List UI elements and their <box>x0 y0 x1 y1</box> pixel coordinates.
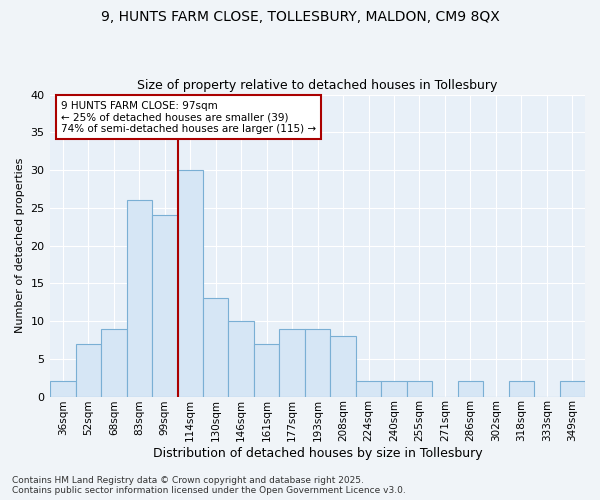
Bar <box>76 344 101 396</box>
Bar <box>203 298 229 396</box>
Bar <box>560 382 585 396</box>
Bar <box>407 382 432 396</box>
Text: Contains HM Land Registry data © Crown copyright and database right 2025.
Contai: Contains HM Land Registry data © Crown c… <box>12 476 406 495</box>
Bar <box>127 200 152 396</box>
X-axis label: Distribution of detached houses by size in Tollesbury: Distribution of detached houses by size … <box>153 447 482 460</box>
Bar <box>254 344 280 396</box>
Bar <box>178 170 203 396</box>
Title: Size of property relative to detached houses in Tollesbury: Size of property relative to detached ho… <box>137 79 498 92</box>
Y-axis label: Number of detached properties: Number of detached properties <box>15 158 25 333</box>
Bar <box>50 382 76 396</box>
Bar <box>101 328 127 396</box>
Text: 9 HUNTS FARM CLOSE: 97sqm
← 25% of detached houses are smaller (39)
74% of semi-: 9 HUNTS FARM CLOSE: 97sqm ← 25% of detac… <box>61 100 316 134</box>
Bar <box>509 382 534 396</box>
Bar <box>280 328 305 396</box>
Bar <box>152 216 178 396</box>
Bar <box>458 382 483 396</box>
Bar <box>381 382 407 396</box>
Bar <box>229 321 254 396</box>
Bar <box>356 382 381 396</box>
Bar <box>305 328 331 396</box>
Text: 9, HUNTS FARM CLOSE, TOLLESBURY, MALDON, CM9 8QX: 9, HUNTS FARM CLOSE, TOLLESBURY, MALDON,… <box>101 10 499 24</box>
Bar <box>331 336 356 396</box>
